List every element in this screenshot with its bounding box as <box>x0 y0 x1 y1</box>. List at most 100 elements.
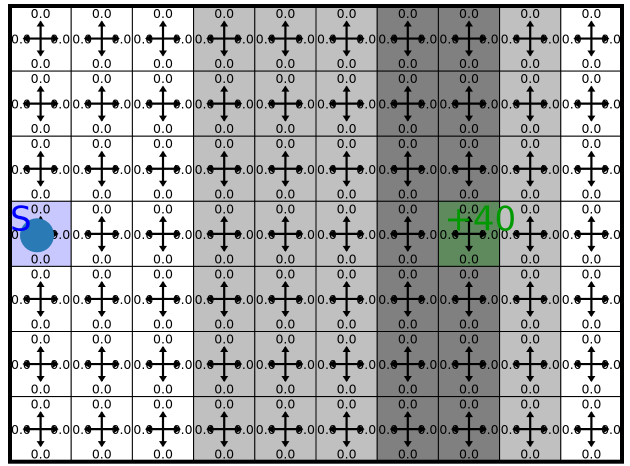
q-value-right: 0.0 <box>173 357 193 372</box>
q-value-up: 0.0 <box>459 6 479 21</box>
q-value-left: 0.0 <box>195 162 215 177</box>
q-value-right: 0.0 <box>418 162 438 177</box>
q-value-down: 0.0 <box>337 56 357 71</box>
q-value-right: 0.0 <box>295 97 315 112</box>
q-value-right: 0.0 <box>479 422 499 437</box>
action-arrows-icon <box>22 346 59 383</box>
q-value-down: 0.0 <box>92 56 112 71</box>
q-value-left: 0.0 <box>562 32 582 47</box>
q-value-right: 0.0 <box>50 227 70 242</box>
q-value-right: 0.0 <box>540 162 560 177</box>
q-value-up: 0.0 <box>581 266 601 281</box>
q-value-right: 0.0 <box>50 357 70 372</box>
q-value-down: 0.0 <box>581 56 601 71</box>
q-value-left: 0.0 <box>439 162 459 177</box>
q-value-left: 0.0 <box>256 357 276 372</box>
q-value-right: 0.0 <box>418 422 438 437</box>
q-value-left: 0.0 <box>378 162 398 177</box>
action-arrows-icon <box>267 346 304 383</box>
q-value-up: 0.0 <box>581 397 601 412</box>
q-value-up: 0.0 <box>459 397 479 412</box>
q-value-left: 0.0 <box>501 357 521 372</box>
q-value-down: 0.0 <box>581 251 601 266</box>
q-value-up: 0.0 <box>337 6 357 21</box>
q-value-right: 0.0 <box>418 357 438 372</box>
q-value-left: 0.0 <box>317 32 337 47</box>
q-value-down: 0.0 <box>459 121 479 136</box>
action-arrows-icon <box>145 215 181 252</box>
q-value-right: 0.0 <box>295 422 315 437</box>
action-arrows-icon <box>145 20 181 57</box>
q-value-left: 0.0 <box>72 292 92 307</box>
q-value-right: 0.0 <box>173 292 193 307</box>
q-value-up: 0.0 <box>581 136 601 151</box>
action-arrows-icon <box>206 150 243 187</box>
q-value-up: 0.0 <box>459 266 479 281</box>
q-value-up: 0.0 <box>398 332 418 347</box>
q-value-left: 0.0 <box>256 422 276 437</box>
action-arrows-icon <box>389 346 426 383</box>
q-value-down: 0.0 <box>92 186 112 201</box>
q-value-left: 0.0 <box>562 97 582 112</box>
q-value-left: 0.0 <box>317 97 337 112</box>
q-value-up: 0.0 <box>92 71 112 86</box>
q-value-left: 0.0 <box>11 97 31 112</box>
q-value-up: 0.0 <box>520 136 540 151</box>
q-value-left: 0.0 <box>195 32 215 47</box>
q-value-up: 0.0 <box>337 397 357 412</box>
action-arrows-icon <box>22 150 59 187</box>
q-value-down: 0.0 <box>153 447 173 462</box>
q-value-down: 0.0 <box>459 56 479 71</box>
action-arrows-icon <box>389 411 426 448</box>
q-value-left: 0.0 <box>562 292 582 307</box>
q-value-up: 0.0 <box>459 201 479 216</box>
q-value-up: 0.0 <box>398 71 418 86</box>
q-value-right: 0.0 <box>295 357 315 372</box>
q-value-left: 0.0 <box>11 422 31 437</box>
q-value-down: 0.0 <box>459 317 479 332</box>
q-value-left: 0.0 <box>317 292 337 307</box>
q-value-left: 0.0 <box>378 422 398 437</box>
agent-marker <box>20 218 54 253</box>
q-value-down: 0.0 <box>92 382 112 397</box>
q-value-left: 0.0 <box>11 292 31 307</box>
q-value-right: 0.0 <box>479 292 499 307</box>
q-value-left: 0.0 <box>11 32 31 47</box>
action-arrows-icon <box>573 150 610 187</box>
q-value-right: 0.0 <box>50 422 70 437</box>
q-value-down: 0.0 <box>275 382 295 397</box>
action-arrows-icon <box>145 346 181 383</box>
grid-cell-r3-c8 <box>499 200 562 267</box>
q-value-down: 0.0 <box>31 56 51 71</box>
q-value-right: 0.0 <box>356 422 376 437</box>
q-value-down: 0.0 <box>520 186 540 201</box>
q-value-down: 0.0 <box>153 317 173 332</box>
action-arrows-icon <box>451 85 487 122</box>
q-value-right: 0.0 <box>356 32 376 47</box>
q-value-left: 0.0 <box>501 162 521 177</box>
action-arrows-icon <box>328 215 365 252</box>
action-arrows-icon <box>389 215 426 252</box>
q-value-left: 0.0 <box>378 227 398 242</box>
q-value-down: 0.0 <box>275 56 295 71</box>
q-value-down: 0.0 <box>520 382 540 397</box>
q-value-left: 0.0 <box>11 162 31 177</box>
action-arrows-icon <box>22 411 59 448</box>
q-value-right: 0.0 <box>356 357 376 372</box>
q-value-right: 0.0 <box>295 292 315 307</box>
q-value-up: 0.0 <box>337 201 357 216</box>
action-arrows-icon <box>389 150 426 187</box>
q-value-up: 0.0 <box>153 6 173 21</box>
q-value-up: 0.0 <box>214 136 234 151</box>
q-value-up: 0.0 <box>275 397 295 412</box>
action-arrows-icon <box>328 150 365 187</box>
action-arrows-icon <box>206 20 243 57</box>
q-value-right: 0.0 <box>50 162 70 177</box>
q-value-down: 0.0 <box>275 121 295 136</box>
q-value-left: 0.0 <box>317 357 337 372</box>
q-value-right: 0.0 <box>601 32 621 47</box>
q-value-right: 0.0 <box>295 162 315 177</box>
q-value-left: 0.0 <box>72 422 92 437</box>
q-value-left: 0.0 <box>317 422 337 437</box>
